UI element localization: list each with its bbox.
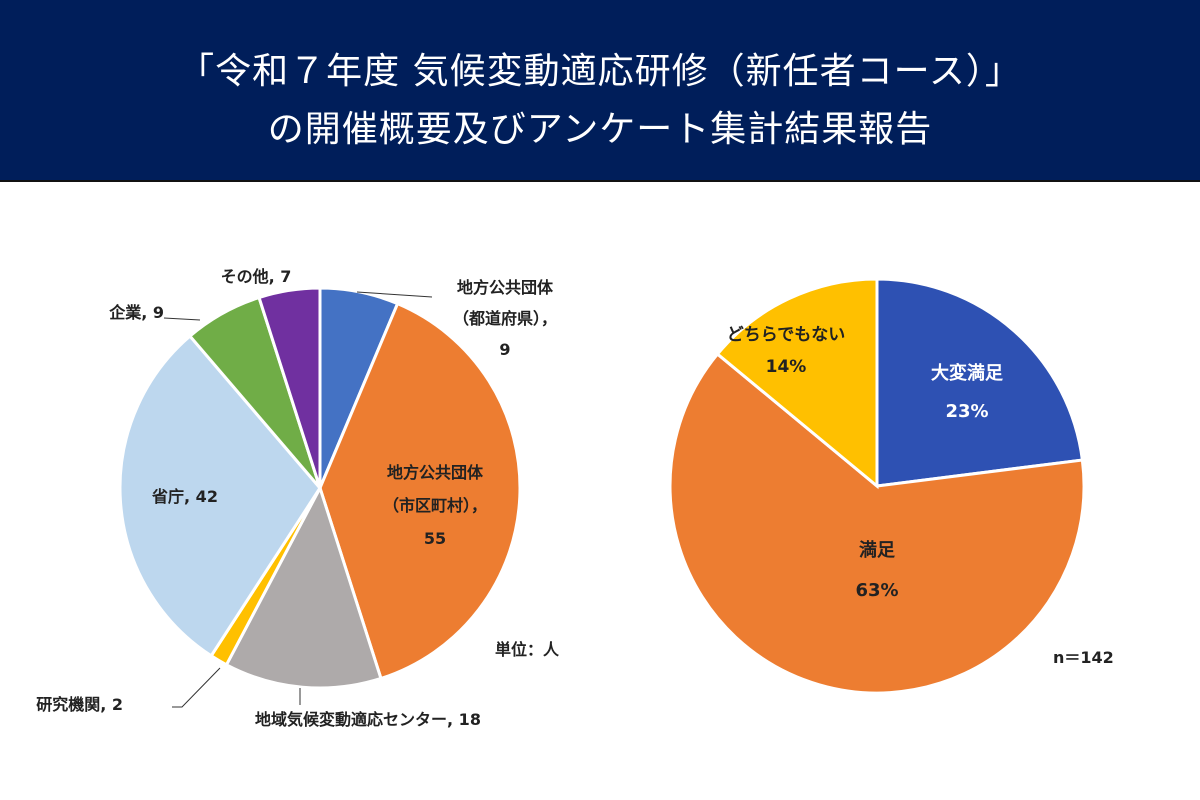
slice-label: その他, 7 <box>221 267 292 286</box>
pie-slice <box>318 301 522 681</box>
slice-label: 地方公共団体 <box>457 278 554 297</box>
pie-slice <box>257 286 322 489</box>
pie-slice <box>668 351 1086 695</box>
leader-line <box>172 667 221 708</box>
satisfaction-pie-chart: 大変満足 23% 満足 63% どちらでもない 14% <box>668 277 1086 695</box>
slice-label: 研究機関, 2 <box>36 695 123 714</box>
sample-size-label: n＝142 <box>1053 648 1114 667</box>
leader-line <box>356 291 433 298</box>
slice-label: 企業, 9 <box>108 303 164 322</box>
slice-label: 55 <box>424 529 446 548</box>
slice-label: 23% <box>945 401 988 422</box>
participants-pie-chart: 地方公共団体 （都道府県）， 9 地方公共団体 （市区町村）， 55 地域気候変動適応センタ… <box>36 267 557 729</box>
leader-line <box>163 317 201 321</box>
slice-label: （市区町村）， <box>383 496 487 515</box>
page-title-line2: の開催概要及びアンケート集計結果報告 <box>267 109 933 150</box>
slice-label: 満足 <box>859 539 895 561</box>
slice-label: 地方公共団体 <box>387 463 484 482</box>
slice-label: 9 <box>499 340 510 359</box>
pie-slice <box>875 277 1085 488</box>
slice-label: 省庁, 42 <box>151 487 218 506</box>
unit-label: 単位：人 <box>495 640 560 659</box>
slice-label: （都道府県）， <box>453 309 557 328</box>
slice-label: 大変満足 <box>931 362 1003 384</box>
slice-label: 地域気候変動適応センター, 18 <box>255 710 481 729</box>
slice-label: 63% <box>855 580 898 601</box>
pie-slice <box>715 277 879 490</box>
pie-slice <box>118 333 322 658</box>
slice-label: 14% <box>766 357 807 377</box>
slice-label: どちらでもない <box>727 325 846 345</box>
page-title-line1: 「令和７年度 気候変動適応研修（新任者コース）」 <box>178 51 1022 92</box>
header-banner: 「令和７年度 気候変動適応研修（新任者コース）」 の開催概要及びアンケート集計結… <box>0 0 1200 182</box>
pie-slice <box>224 484 383 690</box>
